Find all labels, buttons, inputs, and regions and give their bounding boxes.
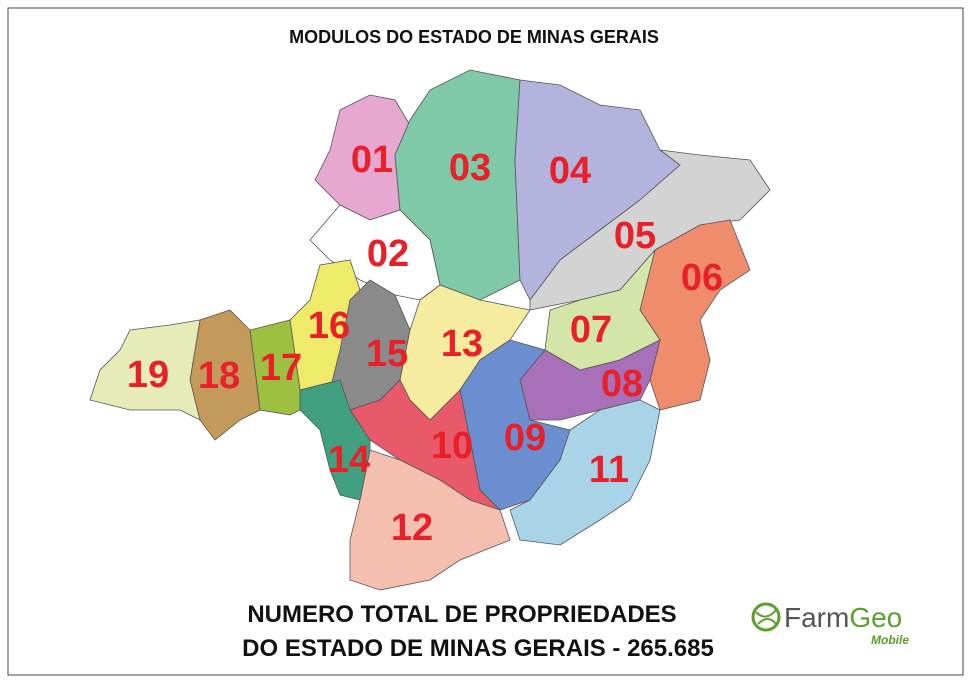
region-shape [394, 69, 521, 301]
footer-line: NUMERO TOTAL DE PROPRIEDADES [247, 601, 676, 628]
logo-icon [751, 602, 781, 632]
logo-mobile: Mobile [871, 633, 909, 647]
logo: FarmGeo Mobile [751, 602, 909, 647]
map [89, 69, 771, 591]
footer-line: DO ESTADO DE MINAS GERAIS - 265.685 [242, 635, 714, 662]
logo-geo: Geo [849, 602, 902, 633]
region-label: 06 [681, 257, 723, 299]
region-label: 13 [441, 323, 483, 365]
region-label: 01 [351, 139, 393, 181]
region-shape [509, 399, 661, 546]
region-label: 14 [328, 439, 370, 481]
region-label: 18 [198, 355, 240, 397]
region-label: 09 [504, 417, 546, 459]
region-label: 16 [308, 305, 350, 347]
map-title: MODULOS DO ESTADO DE MINAS GERAIS [289, 27, 659, 47]
frame [7, 7, 964, 676]
region-label: 08 [601, 363, 643, 405]
region-shape [299, 379, 371, 501]
logo-icon [755, 609, 777, 625]
region-label: 17 [260, 347, 302, 389]
region-label: 15 [366, 333, 408, 375]
region-label: 11 [589, 449, 629, 491]
logo-text: FarmGeo [784, 602, 902, 633]
region-label: 02 [367, 233, 409, 275]
region-shape [89, 319, 201, 421]
region-label: 05 [614, 215, 656, 257]
region-label: 04 [549, 150, 591, 192]
region-shape [349, 449, 511, 591]
region-label: 12 [391, 507, 433, 549]
region-label: 19 [127, 354, 169, 396]
logo-farm: Farm [784, 602, 849, 633]
region-label: 03 [449, 147, 491, 189]
region-label: 10 [431, 425, 473, 467]
region-label: 07 [570, 309, 612, 351]
